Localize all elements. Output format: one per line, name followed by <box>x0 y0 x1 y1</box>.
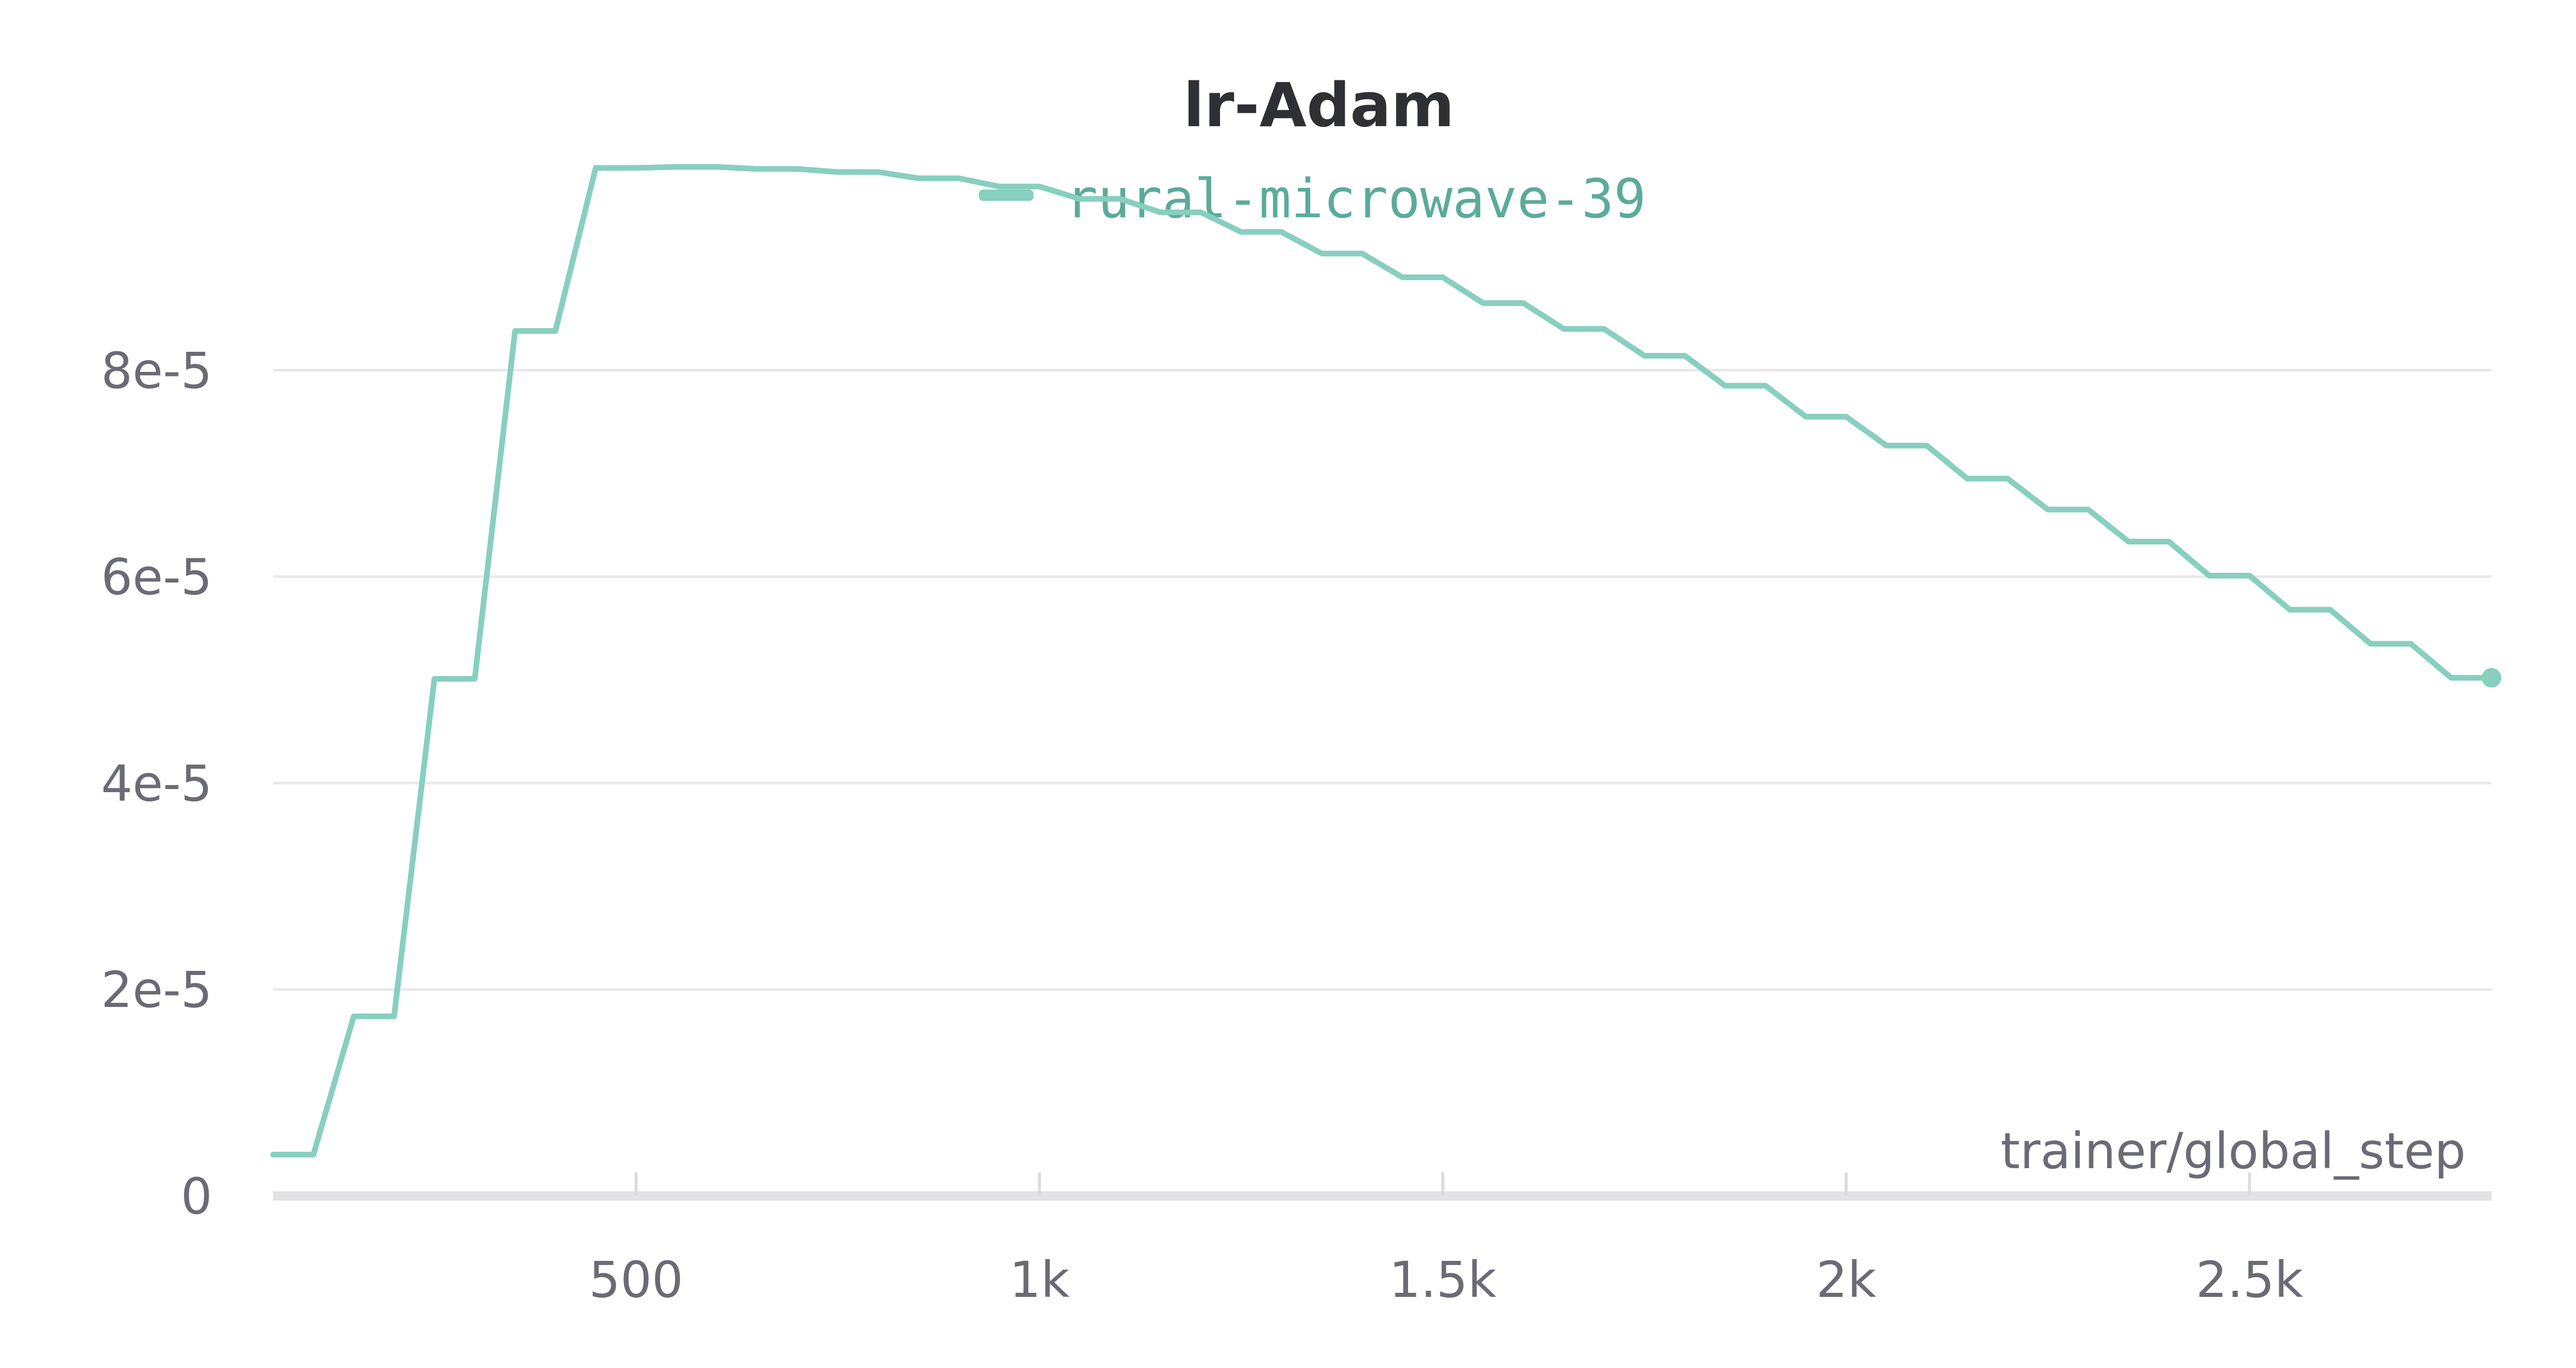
data-point <box>1561 326 1567 332</box>
data-point <box>2005 475 2011 482</box>
y-tick-label: 2e-5 <box>101 961 212 1019</box>
data-point <box>714 164 720 170</box>
data-point <box>2287 607 2293 613</box>
series-line-rural-microwave-39 <box>270 164 2495 1158</box>
data-point <box>310 1152 316 1158</box>
x-axis-ticks: 500 1k 1.5k 2k 2.5k <box>589 1172 2303 1309</box>
data-point <box>1037 183 1043 190</box>
data-point <box>835 169 841 175</box>
data-point <box>1399 274 1405 280</box>
data-point <box>2085 506 2091 512</box>
legend-swatch <box>979 190 1033 201</box>
data-point <box>592 165 599 171</box>
data-point <box>1198 209 1204 215</box>
y-tick-label: 0 <box>181 1168 212 1225</box>
data-point <box>2367 641 2374 647</box>
data-point <box>1601 326 1607 332</box>
data-point <box>1843 414 1849 420</box>
data-point <box>1359 250 1365 256</box>
data-point <box>1682 353 1688 359</box>
data-point <box>1762 383 1769 389</box>
data-point <box>754 166 760 172</box>
legend[interactable]: rural-microwave-39 <box>979 167 1646 230</box>
x-axis-label: trainer/global_step <box>2001 1122 2466 1180</box>
data-point <box>1924 442 1930 449</box>
data-point <box>996 183 1002 190</box>
y-tick-label: 8e-5 <box>101 342 212 400</box>
y-tick-label: 6e-5 <box>101 549 212 606</box>
data-point <box>1884 442 1890 449</box>
data-point <box>552 328 558 334</box>
series-end-point <box>2482 668 2501 688</box>
data-point <box>2125 539 2131 545</box>
data-point <box>956 175 962 181</box>
data-point <box>1077 196 1083 202</box>
gridlines <box>273 369 2492 991</box>
data-point <box>2206 573 2212 579</box>
data-point <box>1238 229 1244 235</box>
data-point <box>351 1013 357 1019</box>
data-point <box>1803 414 1809 420</box>
y-tick-label: 4e-5 <box>101 755 212 812</box>
data-point <box>1439 274 1446 280</box>
data-point <box>431 676 437 682</box>
data-point <box>1319 250 1325 256</box>
data-point <box>391 1013 397 1019</box>
data-point <box>1722 383 1728 389</box>
x-tick-label: 2.5k <box>2196 1251 2303 1309</box>
data-point <box>1278 229 1284 235</box>
y-axis-ticks: 0 2e-5 4e-5 6e-5 8e-5 <box>101 342 212 1225</box>
x-tick-label: 1k <box>1009 1251 1070 1309</box>
series-layer <box>270 164 2501 1158</box>
data-point <box>1520 300 1527 306</box>
data-point <box>1964 475 1970 482</box>
data-point <box>2408 641 2414 647</box>
data-point <box>794 166 801 172</box>
legend-entry-rural-microwave-39: rural-microwave-39 <box>1065 167 1646 230</box>
data-point <box>1117 196 1123 202</box>
data-point <box>472 676 478 682</box>
data-point <box>875 169 881 175</box>
data-point <box>512 328 518 334</box>
data-point <box>673 164 680 170</box>
x-tick-label: 1.5k <box>1389 1251 1497 1309</box>
x-tick-label: 2k <box>1816 1251 1876 1309</box>
data-point <box>633 165 639 171</box>
data-point <box>2327 607 2333 613</box>
data-point <box>1157 209 1163 215</box>
chart-title: lr-Adam <box>1183 70 1454 141</box>
x-tick-label: 500 <box>589 1251 683 1309</box>
data-point <box>2166 539 2172 545</box>
data-point <box>270 1152 276 1158</box>
data-point <box>1480 300 1486 306</box>
data-point <box>916 175 922 181</box>
data-point <box>2045 506 2051 512</box>
data-point <box>1641 353 1648 359</box>
data-point <box>2246 573 2252 579</box>
data-point <box>2448 675 2454 681</box>
